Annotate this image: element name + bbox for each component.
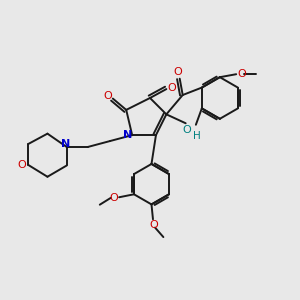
- Text: O: O: [17, 160, 26, 170]
- Text: O: O: [149, 220, 158, 230]
- Text: H: H: [193, 131, 201, 141]
- Text: O: O: [237, 69, 246, 79]
- Text: O: O: [174, 67, 183, 77]
- Text: O: O: [103, 91, 112, 100]
- Text: O: O: [110, 193, 118, 203]
- Text: O: O: [183, 125, 191, 135]
- Text: N: N: [61, 139, 70, 149]
- Text: O: O: [167, 82, 176, 93]
- Text: N: N: [123, 130, 132, 140]
